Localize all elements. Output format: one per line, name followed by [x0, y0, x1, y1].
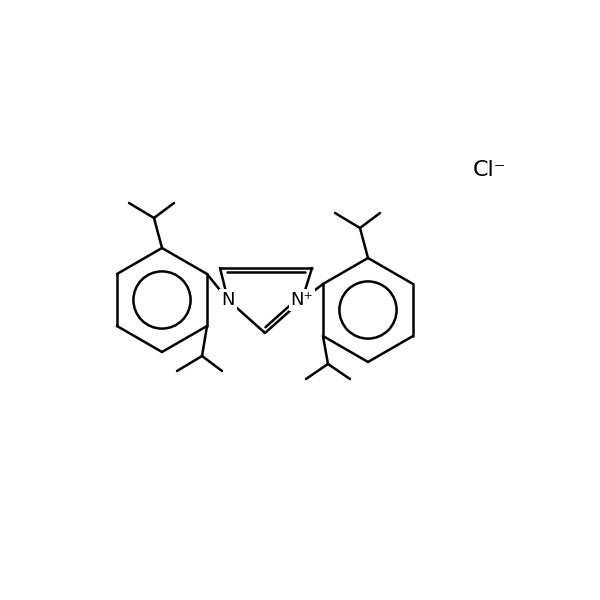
Text: N⁺: N⁺ — [290, 291, 313, 309]
Text: N: N — [221, 291, 235, 309]
Text: Cl⁻: Cl⁻ — [473, 160, 507, 180]
